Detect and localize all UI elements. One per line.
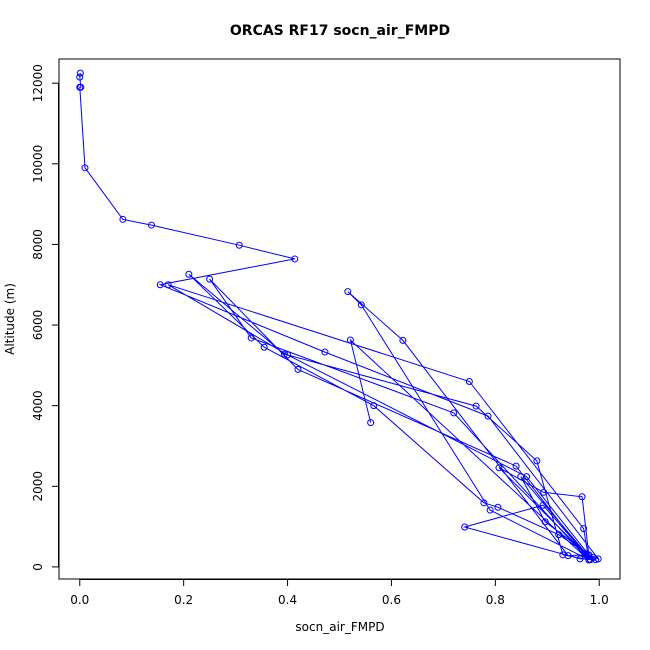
data-point — [147, 221, 155, 229]
data-point — [472, 402, 480, 410]
data-point — [321, 348, 329, 356]
data-point — [156, 281, 164, 289]
data-point — [81, 164, 89, 172]
x-tick-label: 0.0 — [70, 593, 89, 607]
data-point — [512, 462, 520, 470]
data-point — [284, 351, 292, 359]
data-point — [346, 336, 354, 344]
data-point — [76, 73, 84, 81]
data-point — [494, 503, 502, 511]
y-tick-label: 8000 — [31, 229, 45, 260]
data-point — [206, 275, 214, 283]
data-point — [260, 343, 268, 351]
y-tick-label: 4000 — [31, 390, 45, 421]
data-point — [76, 69, 84, 77]
series-line — [79, 73, 600, 561]
data-point — [367, 419, 375, 427]
data-point — [539, 501, 547, 509]
x-axis: 0.0 0.2 0.4 0.6 0.8 1.0 — [70, 579, 609, 607]
y-tick-label: 12000 — [31, 64, 45, 102]
data-point — [357, 301, 365, 309]
data-point — [580, 525, 588, 533]
data-point — [164, 281, 172, 289]
chart-title: ORCAS RF17 socn_air_FMPD — [230, 23, 450, 39]
x-tick-label: 0.6 — [382, 593, 401, 607]
data-point — [533, 457, 541, 465]
data-point — [523, 473, 530, 481]
data-point — [486, 506, 494, 514]
data-point — [461, 523, 469, 531]
data-point — [76, 83, 84, 91]
data-point — [344, 288, 352, 296]
data-point — [399, 336, 407, 344]
x-axis-label: socn_air_FMPD — [295, 620, 384, 634]
y-tick-label: 0 — [31, 563, 45, 571]
data-point — [294, 365, 302, 373]
y-axis: 0 2000 4000 6000 8000 10000 12000 — [31, 64, 59, 571]
series-layer — [76, 69, 602, 564]
data-point — [235, 241, 243, 249]
data-point — [291, 255, 299, 263]
data-point — [280, 350, 288, 358]
x-tick-label: 0.8 — [486, 593, 505, 607]
data-point — [185, 270, 193, 278]
data-point — [370, 402, 378, 410]
data-point — [555, 531, 563, 539]
y-tick-label: 2000 — [31, 471, 45, 502]
data-point — [541, 518, 549, 526]
data-point — [578, 493, 586, 501]
data-point — [564, 552, 572, 560]
data-point — [576, 555, 584, 563]
data-point — [559, 551, 567, 559]
y-axis-label: Altitude (m) — [3, 283, 17, 355]
data-point — [480, 499, 488, 507]
data-point — [495, 464, 503, 472]
data-point — [119, 215, 127, 223]
data-point — [450, 409, 458, 417]
data-point — [484, 412, 492, 420]
data-point — [585, 551, 593, 559]
data-point — [540, 488, 548, 496]
data-point — [585, 556, 593, 564]
x-tick-label: 1.0 — [590, 593, 609, 607]
data-point — [465, 377, 473, 385]
x-tick-label: 0.2 — [174, 593, 193, 607]
data-point — [247, 334, 255, 342]
y-tick-label: 10000 — [31, 145, 45, 183]
x-tick-label: 0.4 — [278, 593, 297, 607]
y-tick-label: 6000 — [31, 310, 45, 341]
